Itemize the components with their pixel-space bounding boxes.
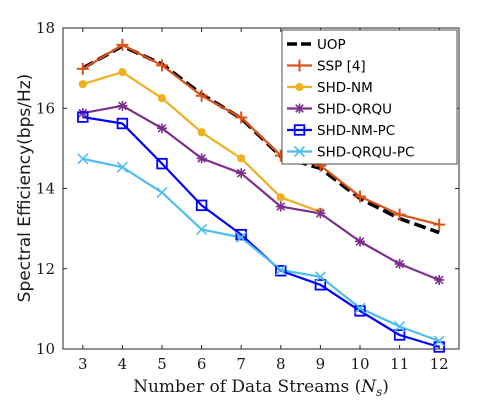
- data-point-ssp-4: [156, 59, 168, 72]
- data-point-ssp-4: [235, 111, 248, 124]
- data-point-ssp-4: [195, 89, 208, 102]
- data-point-shd-qrqu-pc: [314, 271, 326, 283]
- series-markers-shd-qrqu-pc: [77, 153, 445, 347]
- legend-marker: [295, 82, 304, 92]
- data-point-ssp-4: [433, 218, 446, 231]
- x-tick-label: 6: [197, 355, 207, 373]
- data-point-shd-nm-pc: [195, 199, 208, 212]
- data-point-shd-qrqu-pc: [156, 186, 168, 199]
- data-point-shd-qrqu: [157, 123, 167, 134]
- legend-item-shd-nm: SHD-NM: [287, 80, 373, 96]
- data-point-shd-nm: [118, 68, 127, 77]
- data-point-shd-nm-pc: [393, 329, 406, 341]
- legend-marker: [293, 145, 306, 158]
- legend-item-shd-qrqu-pc: SHD-QRQU-PC: [287, 145, 414, 161]
- x-tick-label: 11: [390, 355, 409, 373]
- legend-item-ssp-4: SSP [4]: [287, 59, 366, 75]
- x-tick-label: 9: [316, 355, 326, 373]
- x-tick-label: 8: [276, 355, 286, 373]
- x-tick-label: 7: [236, 355, 246, 373]
- data-point-shd-qrqu: [196, 153, 207, 164]
- x-tick-label: 5: [157, 355, 167, 373]
- data-point-shd-nm-pc: [354, 305, 366, 317]
- data-point-ssp-4: [116, 38, 129, 51]
- legend-marker: [293, 124, 306, 136]
- legend-label: SHD-QRQU-PC: [317, 145, 414, 161]
- data-point-shd-nm-pc: [314, 279, 327, 291]
- data-point-shd-qrqu-pc: [354, 302, 366, 314]
- data-point-shd-qrqu-pc: [275, 264, 287, 276]
- legend-box: [281, 29, 458, 165]
- data-point-shd-nm: [78, 80, 87, 89]
- data-point-shd-qrqu-pc: [394, 320, 406, 333]
- data-point-ssp-4: [393, 208, 406, 221]
- legend-label: SHD-NM-PC: [317, 123, 395, 139]
- data-point-shd-qrqu-pc: [235, 231, 247, 244]
- legend-label: SHD-QRQU: [317, 102, 392, 118]
- data-point-shd-qrqu-pc: [433, 335, 445, 347]
- data-point-shd-qrqu: [236, 168, 247, 179]
- legend-item-uop: UOP: [287, 37, 346, 53]
- data-point-shd-qrqu: [394, 258, 405, 269]
- series-markers-shd-nm: [78, 68, 325, 216]
- data-point-shd-nm: [237, 154, 246, 163]
- data-point-shd-qrqu-pc: [196, 223, 208, 235]
- y-tick-label: 18: [36, 19, 55, 37]
- x-tick-label: 10: [350, 355, 369, 373]
- data-point-shd-nm-pc: [77, 111, 89, 123]
- legend-marker: [294, 103, 305, 114]
- legend-marker: [293, 59, 306, 72]
- legend-label: SHD-NM: [317, 80, 373, 96]
- legend-label: SSP [4]: [317, 59, 366, 75]
- series-markers-shd-nm-pc: [77, 111, 445, 353]
- data-point-shd-qrqu-pc: [116, 161, 128, 173]
- data-point-shd-nm-pc: [275, 265, 287, 277]
- legend: UOP SSP [4] SHD-NM SHD-QRQU SHD-NM-PC SHD-QRQ…: [281, 29, 458, 165]
- x-tick-label: 3: [78, 355, 88, 373]
- legend-item-shd-qrqu: SHD-QRQU: [287, 102, 392, 118]
- data-point-shd-nm-pc: [433, 341, 445, 353]
- y-tick-label: 12: [36, 260, 55, 278]
- data-point-shd-qrqu: [275, 201, 286, 212]
- series-line-shd-qrqu-pc: [82, 157, 440, 343]
- data-point-shd-nm-pc: [235, 228, 247, 241]
- data-point-shd-qrqu-pc: [77, 153, 89, 165]
- x-axis-title: Number of Data Streams (Ns): [133, 377, 389, 399]
- series-markers-shd-qrqu: [77, 100, 445, 285]
- data-point-shd-qrqu: [117, 100, 128, 111]
- data-point-shd-nm: [157, 94, 167, 103]
- data-point-shd-nm-pc: [116, 117, 129, 130]
- x-tick-label: 4: [118, 355, 128, 373]
- y-axis-title: Spectral Efficiency(bps/Hz): [15, 74, 35, 303]
- data-point-ssp-4: [354, 190, 366, 203]
- y-tick-label: 10: [36, 340, 55, 358]
- y-tick-label: 14: [36, 180, 55, 198]
- data-point-shd-nm: [276, 193, 285, 202]
- data-point-shd-nm-pc: [156, 157, 168, 170]
- data-point-shd-qrqu: [315, 208, 326, 219]
- data-point-shd-qrqu: [355, 236, 365, 247]
- series-line-shd-qrqu: [82, 104, 440, 282]
- data-point-ssp-4: [76, 62, 89, 75]
- y-tick-label: 16: [36, 99, 55, 117]
- data-point-shd-nm: [197, 128, 206, 137]
- data-point-shd-qrqu: [434, 274, 445, 285]
- series-line-ssp-4: [82, 43, 440, 226]
- legend-label: UOP: [317, 37, 346, 53]
- x-tick-label: 12: [430, 355, 449, 373]
- legend-item-shd-nm-pc: SHD-NM-PC: [287, 123, 395, 139]
